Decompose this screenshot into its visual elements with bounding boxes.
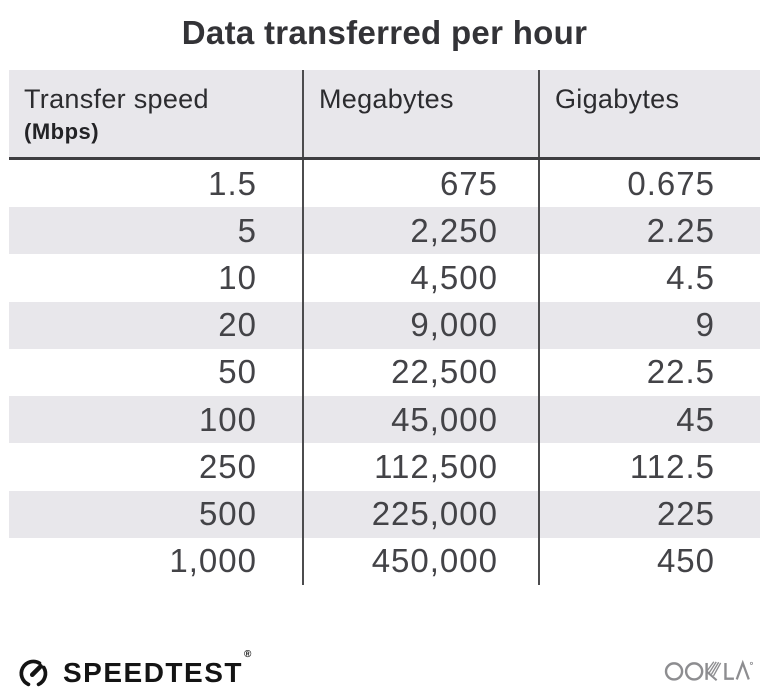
table-cell-megabytes: 2,250 — [302, 207, 538, 255]
table-cell-speed: 5 — [237, 211, 257, 249]
speedtest-logo: SPEEDTEST® — [16, 650, 252, 693]
table-cell-speed: 10 — [218, 259, 257, 297]
table-cell-gigabytes: 2.25 — [538, 207, 760, 255]
table-cell-speed: 1.5 — [208, 164, 257, 202]
table-cell-gigabytes: 45 — [538, 396, 760, 444]
table-cell-megabytes: 112,500 — [302, 443, 538, 491]
table-row: 1,000 450,000 450 — [9, 537, 760, 585]
table-row: 10 4,500 4.5 — [9, 254, 760, 302]
table-cell-megabytes: 22,500 — [302, 348, 538, 397]
table-cell-speed: 20 — [218, 306, 257, 344]
table-cell-megabytes: 4,500 — [302, 254, 538, 302]
table-cell-gigabytes: 450 — [538, 537, 760, 585]
table-body: 1.5 675 0.675 5 2,250 2.25 10 4,500 4.5 … — [9, 160, 760, 585]
table-row: 500 225,000 225 — [9, 490, 760, 538]
column-header-megabytes: Megabytes — [302, 70, 538, 157]
table-cell-megabytes: 675 — [302, 160, 538, 208]
table-cell-speed: 50 — [218, 353, 257, 391]
column-header-label: Gigabytes — [555, 84, 680, 114]
registered-mark: ® — [243, 649, 253, 660]
table-row: 50 22,500 22.5 — [9, 348, 760, 397]
table-header-row: Transfer speed (Mbps) Megabytes Gigabyte… — [9, 70, 760, 160]
column-header-label: Transfer speed — [24, 84, 209, 114]
table-row: 20 9,000 9 — [9, 301, 760, 349]
table-cell-gigabytes: 112.5 — [538, 443, 760, 491]
table-row: 5 2,250 2.25 — [9, 207, 760, 255]
speedtest-wordmark: SPEEDTEST® — [63, 650, 252, 688]
table-cell-gigabytes: 9 — [538, 301, 760, 349]
column-header-label: Megabytes — [319, 84, 454, 114]
table-cell-megabytes: 45,000 — [302, 396, 538, 444]
data-table: Transfer speed (Mbps) Megabytes Gigabyte… — [9, 70, 760, 585]
column-header-transfer-speed: Transfer speed (Mbps) — [9, 70, 302, 157]
speedtest-gauge-icon — [19, 659, 48, 686]
ookla-logo: OOKLA — [664, 655, 754, 683]
table-cell-megabytes: 225,000 — [302, 490, 538, 538]
table-cell-speed: 100 — [198, 400, 257, 438]
brand-text: SPEEDTEST — [63, 657, 243, 688]
table-cell-speed: 250 — [198, 447, 257, 485]
table-cell-gigabytes: 4.5 — [538, 254, 760, 302]
table-cell-speed: 500 — [198, 495, 257, 533]
column-header-gigabytes: Gigabytes — [538, 70, 760, 157]
table-cell-megabytes: 9,000 — [302, 301, 538, 349]
table-row: 250 112,500 112.5 — [9, 443, 760, 491]
column-header-sublabel: (Mbps) — [24, 119, 100, 144]
table-cell-gigabytes: 22.5 — [538, 348, 760, 397]
table-cell-megabytes: 450,000 — [302, 537, 538, 585]
page-title: Data transferred per hour — [181, 14, 588, 51]
table-cell-gigabytes: 225 — [538, 490, 760, 538]
table-cell-speed: 1,000 — [169, 542, 257, 580]
table-row: 100 45,000 45 — [9, 396, 760, 444]
table-cell-gigabytes: 0.675 — [538, 160, 760, 208]
ookla-wordmark-icon: OOKLA — [664, 659, 753, 682]
table-row: 1.5 675 0.675 — [9, 160, 760, 208]
